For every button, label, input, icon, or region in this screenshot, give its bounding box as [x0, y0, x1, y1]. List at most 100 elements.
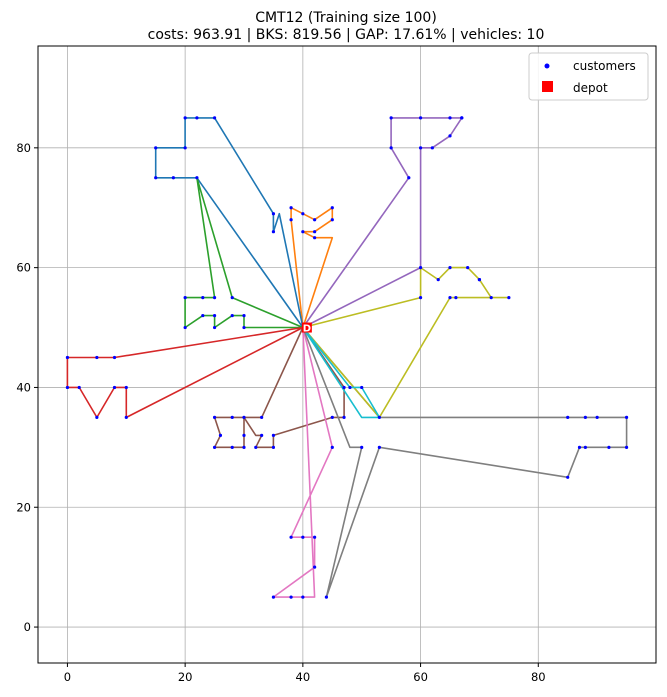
legend-depot-marker [542, 81, 553, 92]
customer-point [230, 295, 234, 300]
customer-point [289, 595, 293, 599]
customer-point [389, 146, 393, 150]
plot-frame [37, 45, 657, 664]
route-line-1 [290, 206, 334, 328]
customer-point [242, 313, 246, 318]
customer-point [65, 355, 70, 360]
customer-point [289, 535, 293, 539]
customer-point [418, 146, 423, 150]
customer-point [242, 325, 246, 330]
customer-point [624, 445, 629, 449]
chart-title-line2: costs: 963.91 | BKS: 819.56 | GAP: 17.61… [148, 27, 545, 43]
customer-point [212, 445, 217, 449]
customer-point [389, 116, 393, 120]
y-tick-label: 80 [16, 141, 31, 155]
customer-point [301, 535, 305, 539]
route-line-8 [302, 117, 463, 329]
customer-point [342, 415, 346, 419]
customer-point [330, 218, 334, 222]
axis-ticks: 0 20 40 60 80 0 20 40 60 80 [16, 141, 545, 684]
x-tick-label: 20 [178, 670, 193, 684]
customer-point [230, 313, 234, 318]
customer-point [418, 116, 423, 120]
customer-point [183, 295, 187, 300]
customer-point [448, 266, 452, 270]
x-tick-label: 60 [413, 670, 428, 684]
customer-point [566, 415, 570, 419]
customer-point [183, 325, 187, 330]
customer-point [466, 266, 470, 270]
customer-point [271, 230, 276, 234]
customer-point [454, 295, 458, 300]
customer-point [407, 176, 411, 180]
x-tick-label: 80 [531, 670, 546, 684]
route-line-7 [302, 326, 628, 598]
route-line-3 [184, 177, 304, 329]
x-tick-label: 40 [296, 670, 311, 684]
customer-point [154, 176, 158, 180]
depot: D [301, 322, 312, 335]
customer-point [360, 445, 364, 449]
y-tick-label: 60 [16, 261, 31, 275]
legend: customers depot [528, 52, 649, 101]
route-line-9 [302, 266, 510, 419]
customer-point [212, 313, 217, 318]
x-tick-label: 0 [64, 670, 71, 684]
customer-point [448, 295, 452, 300]
y-tick-label: 20 [16, 500, 31, 514]
y-tick-label: 40 [16, 380, 31, 394]
customer-point [430, 146, 434, 150]
customer-point [124, 415, 128, 419]
customer-point [171, 176, 175, 180]
customer-point [595, 415, 599, 419]
customer-point [313, 236, 317, 240]
customer-point [301, 595, 305, 599]
customer-point [607, 445, 611, 449]
customer-point [242, 415, 246, 419]
customer-point [260, 433, 264, 437]
customer-point [330, 445, 334, 449]
customer-point [577, 445, 582, 449]
customer-point [77, 385, 81, 390]
customer-point [195, 176, 199, 180]
customer-point [313, 218, 317, 222]
customer-point [330, 415, 334, 419]
customer-point [313, 230, 317, 234]
customer-point [95, 355, 99, 360]
customer-point [212, 415, 217, 419]
legend-customers-label: customers [573, 59, 636, 73]
customer-point [289, 206, 293, 210]
depot-marker [301, 322, 312, 333]
routes [66, 117, 628, 598]
customer-point [183, 116, 187, 120]
customer-point [330, 206, 334, 210]
customer-point [477, 278, 482, 282]
customer-point [212, 325, 217, 330]
customer-point [377, 415, 381, 419]
customer-point [489, 295, 493, 300]
customer-point [271, 212, 276, 216]
customer-point [112, 355, 117, 360]
legend-depot-label: depot [573, 81, 608, 95]
customer-point [301, 212, 305, 216]
customer-point [313, 565, 317, 569]
customer-point [360, 385, 364, 390]
customer-point [201, 295, 205, 300]
route-line-10 [302, 327, 381, 419]
legend-box [528, 52, 649, 101]
customers [65, 116, 629, 599]
customer-point [95, 415, 99, 419]
customer-point [448, 134, 452, 138]
customer-point [65, 385, 70, 390]
customer-point [254, 445, 258, 449]
customer-point [313, 535, 317, 539]
depot-label: D [303, 324, 311, 335]
customer-point [377, 445, 381, 449]
y-tick-label: 0 [24, 620, 31, 634]
customer-point [324, 595, 328, 599]
customer-point [289, 218, 293, 222]
customer-point [195, 116, 199, 120]
customer-point [271, 445, 276, 449]
customer-point [154, 146, 158, 150]
route-line-5 [213, 327, 345, 449]
